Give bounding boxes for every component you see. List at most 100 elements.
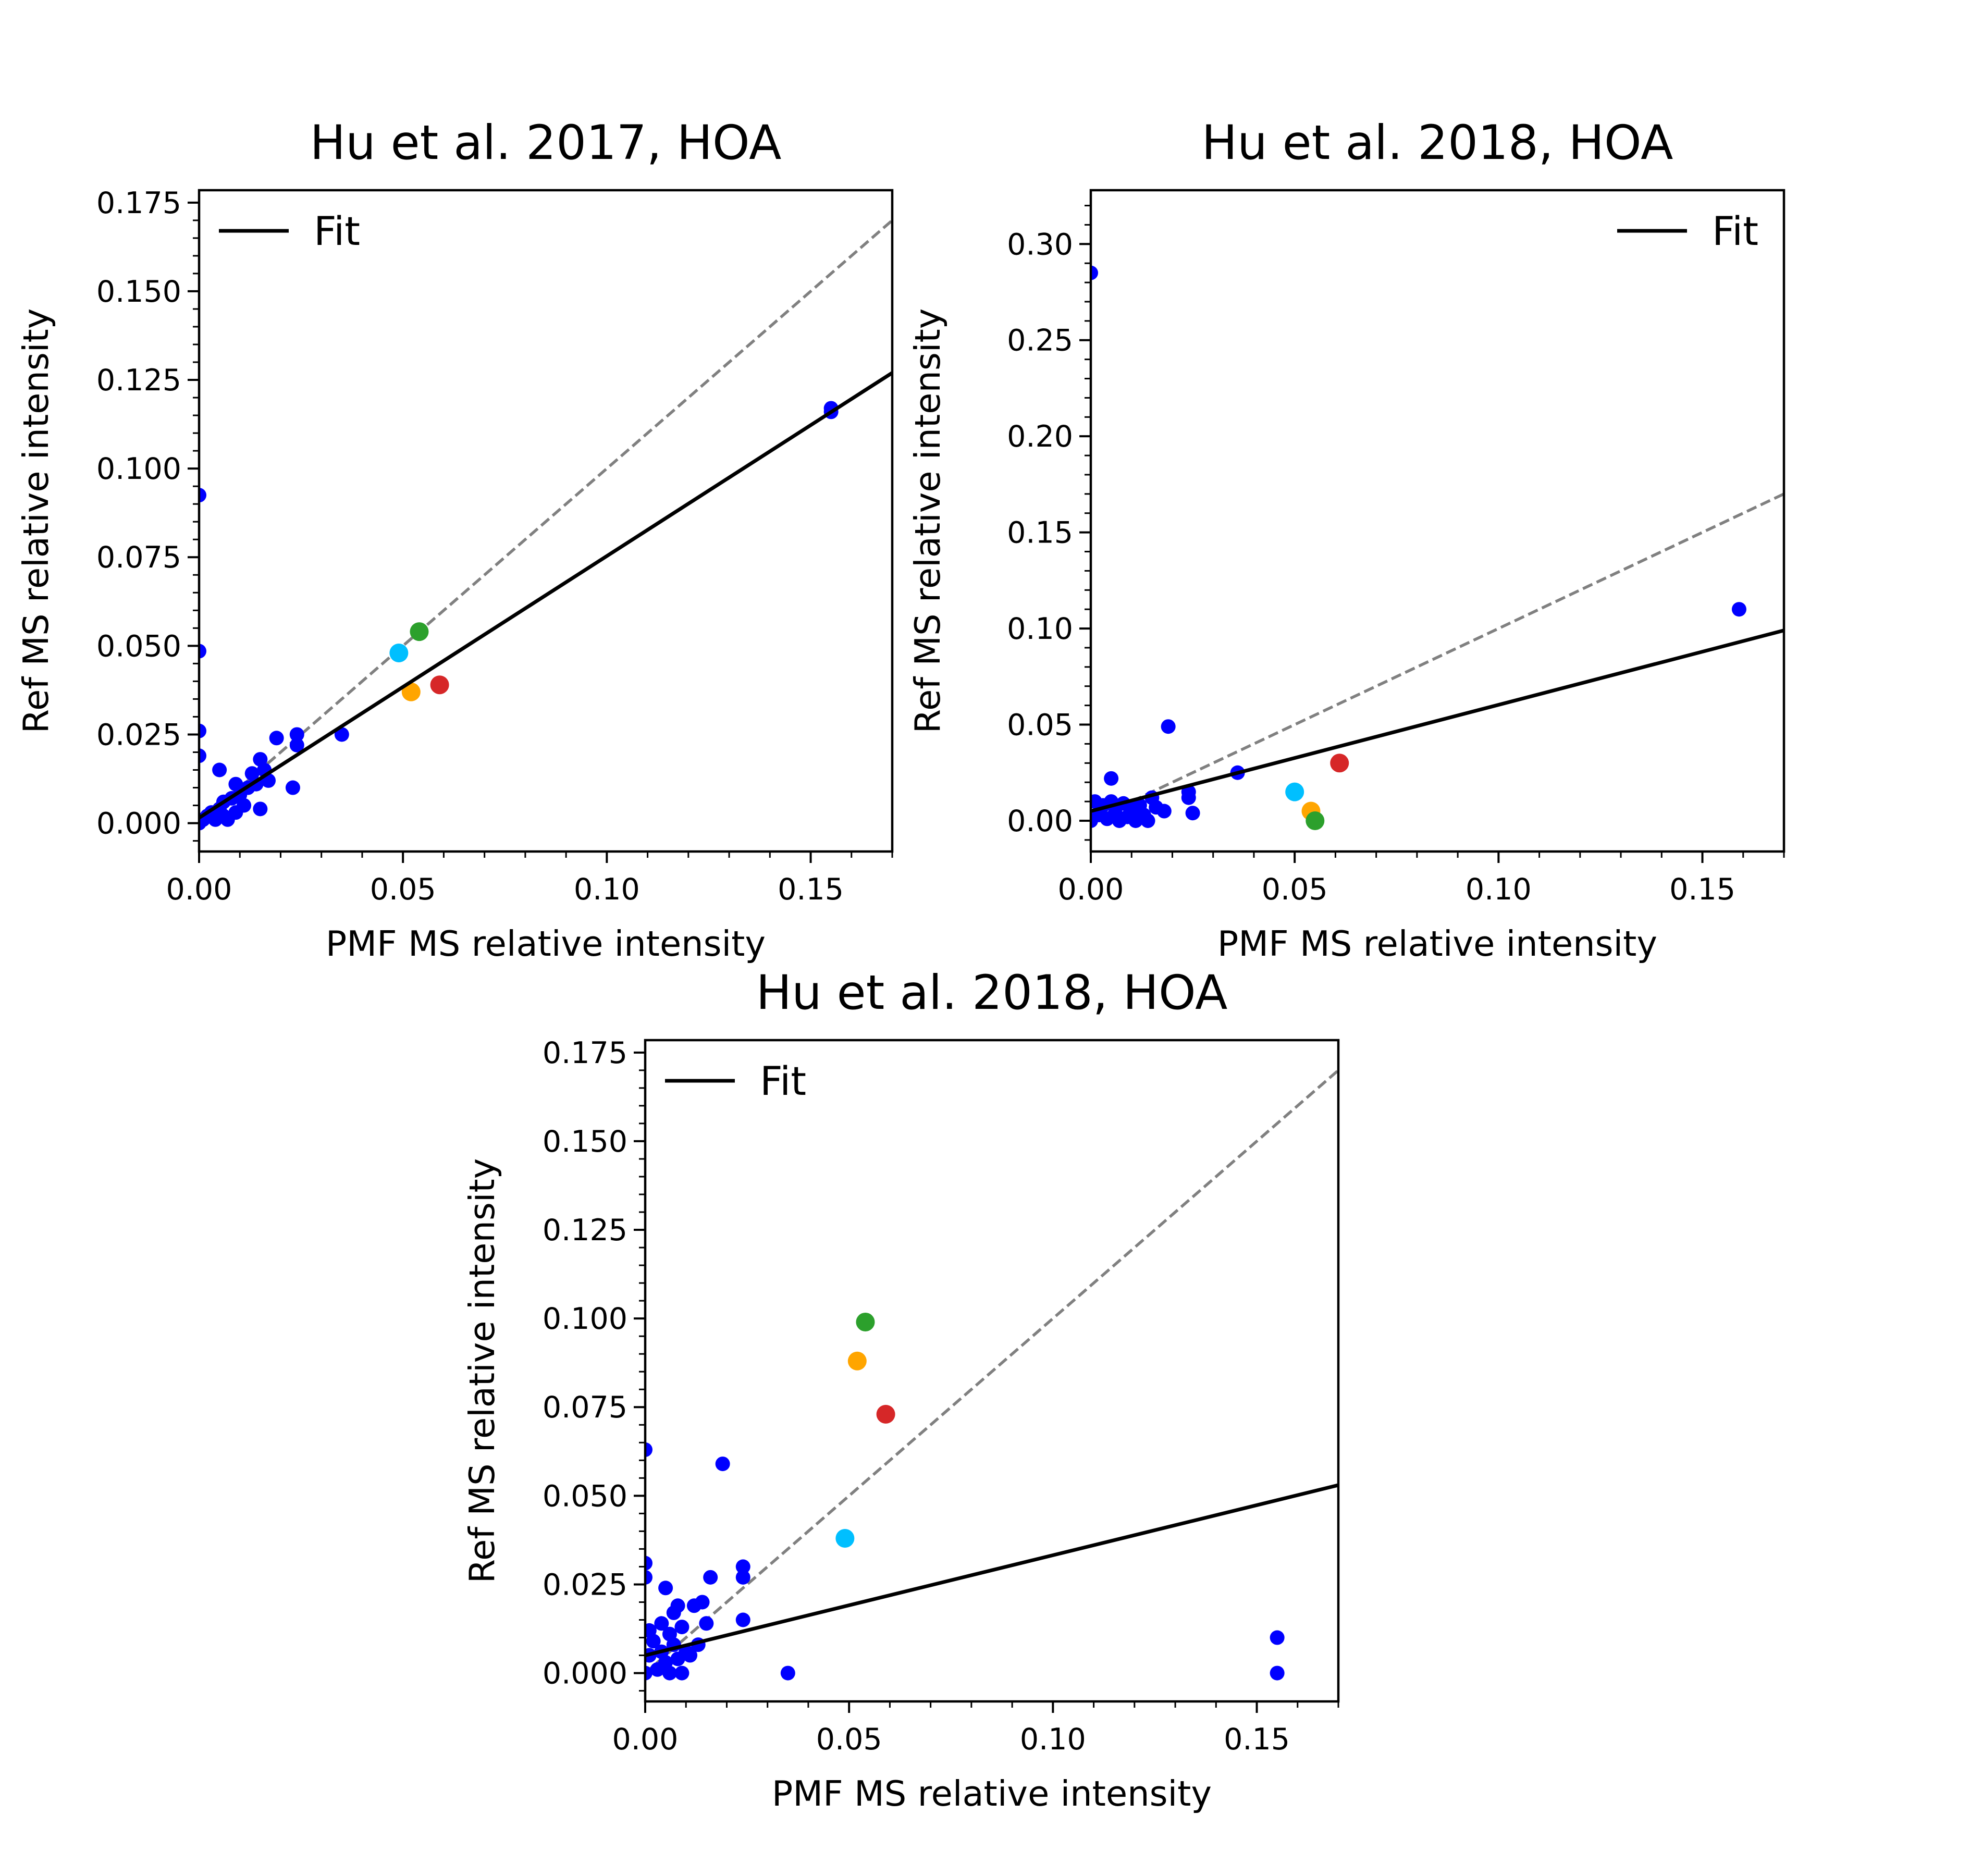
y-tick-label: 0.075 bbox=[543, 1390, 627, 1425]
x-tick-label: 0.05 bbox=[1262, 872, 1328, 907]
scatter-point-4-1 bbox=[401, 682, 421, 701]
scatter-point-1-4 bbox=[199, 748, 206, 763]
scatter-point-1-26 bbox=[1731, 602, 1746, 617]
scatter-point-1-3 bbox=[645, 1570, 652, 1585]
scatter-point-1-33 bbox=[1270, 1630, 1285, 1645]
y-tick-label: 0.100 bbox=[96, 452, 181, 486]
x-tick-label: 0.00 bbox=[612, 1722, 679, 1757]
y-tick-label: 0.20 bbox=[1007, 419, 1073, 454]
scatter-point-1-30 bbox=[735, 1559, 750, 1574]
scatter-point-3-1 bbox=[856, 1312, 875, 1331]
legend: Fit bbox=[1617, 208, 1758, 254]
reference-line bbox=[199, 219, 892, 824]
scatter-point-1-11 bbox=[658, 1581, 673, 1596]
scatter-point-1-7 bbox=[1104, 771, 1119, 786]
y-tick-label: 0.075 bbox=[96, 540, 181, 575]
axes-frame bbox=[198, 189, 894, 853]
scatter-point-1-29 bbox=[289, 737, 304, 752]
fit-line bbox=[645, 1483, 1338, 1657]
scatter-point-4-1 bbox=[847, 1351, 867, 1371]
scatter-point-1-32 bbox=[780, 1665, 795, 1681]
reference-line bbox=[645, 1069, 1338, 1674]
scatter-point-2-1 bbox=[835, 1529, 855, 1548]
scatter-point-1-2 bbox=[645, 1556, 652, 1571]
legend-fit-label: Fit bbox=[1712, 208, 1758, 254]
scatter-point-1-30 bbox=[289, 727, 304, 742]
axes-frame bbox=[644, 1039, 1340, 1703]
scatter-point-1-17 bbox=[670, 1598, 685, 1613]
scatter-point-1-19 bbox=[237, 798, 252, 813]
scatter-point-3-1 bbox=[410, 622, 429, 641]
scatter-point-4-1 bbox=[1306, 811, 1325, 830]
scatter-point-1-11 bbox=[212, 762, 227, 777]
x-tick-label: 0.10 bbox=[1020, 1722, 1086, 1757]
scatter-point-2-1 bbox=[1285, 782, 1304, 801]
fit-line bbox=[1091, 628, 1784, 813]
scatter-point-1-19 bbox=[674, 1665, 690, 1681]
y-tick-label: 0.150 bbox=[543, 1125, 627, 1159]
y-tick-label: 0.025 bbox=[96, 718, 181, 752]
x-tick-label: 0.00 bbox=[166, 872, 232, 907]
x-tick-label: 0.15 bbox=[1224, 1722, 1290, 1757]
chart-title: Hu et al. 2017, HOA bbox=[310, 116, 782, 170]
y-tick-label: 0.025 bbox=[543, 1568, 627, 1602]
y-tick-label: 0.150 bbox=[96, 275, 181, 309]
chart-panel-2: 0.00 0.05 0.10 0.15 0.00 0.05 0.10 0.15 0.20 0.25… bbox=[907, 116, 1786, 964]
chart-panel-1: 0.00 0.05 0.10 0.15 0.000 0.025 0.050 0.075 0.10… bbox=[16, 116, 894, 964]
x-tick-label: 0.15 bbox=[1669, 872, 1735, 907]
x-tick-label: 0.10 bbox=[574, 872, 640, 907]
fit-line bbox=[199, 371, 892, 820]
scatter-point-1-24 bbox=[1185, 806, 1200, 821]
legend: Fit bbox=[665, 1058, 806, 1104]
scatter-point-2-1 bbox=[389, 643, 409, 662]
x-axis-label: PMF MS relative intensity bbox=[772, 1773, 1212, 1814]
y-axis-label: Ref MS relative intensity bbox=[907, 308, 948, 734]
scatter-point-1-28 bbox=[715, 1457, 730, 1472]
y-axis-label: Ref MS relative intensity bbox=[462, 1158, 502, 1584]
scatter-point-1-31 bbox=[334, 727, 349, 742]
scatter-point-1-9 bbox=[654, 1616, 669, 1631]
legend-fit-label: Fit bbox=[314, 208, 360, 254]
y-tick-label: 0.000 bbox=[96, 807, 181, 841]
scatter-point-1-23 bbox=[1181, 790, 1196, 805]
chart-title: Hu et al. 2018, HOA bbox=[756, 966, 1228, 1020]
y-tick-label: 0.050 bbox=[96, 629, 181, 663]
y-tick-label: 0.125 bbox=[96, 363, 181, 398]
y-tick-label: 0.15 bbox=[1007, 516, 1073, 550]
chart-panel-3: 0.00 0.05 0.10 0.15 0.000 0.025 0.050 0.075 0.10… bbox=[462, 966, 1340, 1814]
scatter-point-1-27 bbox=[703, 1570, 718, 1585]
legend-fit-label: Fit bbox=[760, 1058, 806, 1104]
y-tick-label: 0.25 bbox=[1007, 324, 1073, 358]
plot-area bbox=[645, 1069, 1338, 1681]
x-tick-label: 0.05 bbox=[370, 872, 436, 907]
y-tick-label: 0.100 bbox=[543, 1302, 627, 1336]
scatter-point-1-17 bbox=[1140, 813, 1155, 828]
scatter-point-1-27 bbox=[269, 731, 284, 746]
y-tick-label: 0.10 bbox=[1007, 612, 1073, 646]
scatter-point-1-29 bbox=[735, 1570, 750, 1585]
x-axis-label: PMF MS relative intensity bbox=[326, 923, 766, 964]
scatter-point-1-26 bbox=[699, 1616, 714, 1631]
legend: Fit bbox=[219, 208, 360, 254]
axes-frame bbox=[1089, 189, 1786, 853]
y-tick-label: 0.175 bbox=[543, 1036, 627, 1070]
y-tick-label: 0.125 bbox=[543, 1213, 627, 1248]
x-tick-label: 0.10 bbox=[1466, 872, 1532, 907]
scatter-point-1-14 bbox=[662, 1665, 677, 1681]
y-axis-label: Ref MS relative intensity bbox=[16, 308, 56, 734]
x-tick-label: 0.05 bbox=[816, 1722, 882, 1757]
scatter-point-1-3 bbox=[199, 723, 206, 738]
reference-line bbox=[1091, 492, 1784, 822]
scatter-point-1-1 bbox=[1091, 265, 1098, 280]
scatter-point-1-7 bbox=[646, 1634, 661, 1649]
y-tick-label: 0.175 bbox=[96, 186, 181, 220]
plot-area bbox=[1091, 265, 1784, 830]
scatter-point-1-34 bbox=[1270, 1665, 1285, 1681]
scatter-point-1-28 bbox=[285, 780, 300, 795]
y-tick-label: 0.000 bbox=[543, 1657, 627, 1691]
scatter-point-1-31 bbox=[735, 1612, 750, 1627]
plot-area bbox=[199, 219, 892, 831]
scatter-point-5-1 bbox=[876, 1404, 895, 1424]
scatter-point-1-25 bbox=[695, 1595, 710, 1610]
